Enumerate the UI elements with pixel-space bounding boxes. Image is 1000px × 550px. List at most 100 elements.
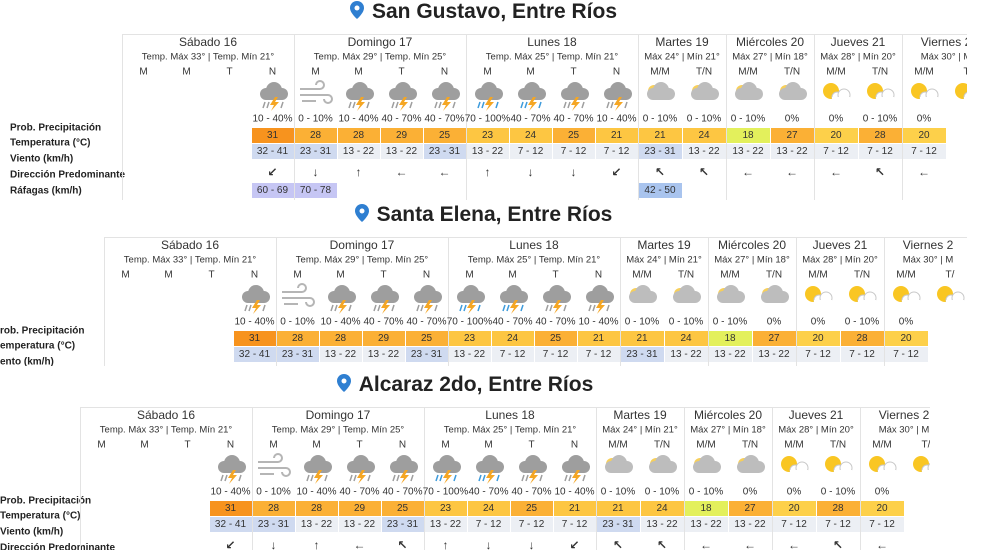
day-temps: Máx 24° | Mín 21°	[644, 51, 720, 63]
wind-cell: 13 - 22	[448, 346, 491, 362]
weather-icon	[761, 285, 789, 303]
wind-direction: ↖	[874, 165, 886, 179]
gust-cell: 60 - 69	[251, 182, 294, 198]
wind-direction: ↖	[832, 538, 844, 550]
wind-direction: ↓	[270, 538, 277, 550]
period-label: M/M	[650, 66, 670, 78]
day-name: Martes 19	[637, 238, 691, 252]
temp-cell: 25	[381, 500, 424, 516]
temp-cell: 21	[577, 330, 620, 346]
wind-cell: 23 - 31	[596, 516, 640, 532]
wind-cell: 13 - 22	[728, 516, 772, 532]
lightning	[613, 97, 623, 111]
lightning	[466, 300, 476, 314]
period-label: M/M	[826, 66, 846, 78]
wind-direction: ↙	[569, 538, 580, 550]
pin-hole	[341, 378, 347, 384]
temp-cell: 28	[816, 500, 860, 516]
lightning	[441, 97, 451, 111]
precip-prob: 40 - 70%	[382, 486, 423, 498]
day-temps: Máx 28° | Mín 20°	[802, 254, 878, 266]
wind-cell: 7 - 12	[814, 143, 858, 159]
weather-icon	[693, 455, 721, 473]
cloud	[346, 455, 375, 473]
weather-icon	[561, 455, 590, 484]
temp-cell: 29	[380, 127, 423, 143]
wind-cell: 7 - 12	[491, 346, 534, 362]
weather-icon	[737, 455, 765, 473]
rain	[519, 101, 542, 109]
precip-prob: 40 - 70%	[363, 316, 404, 328]
day-separator	[276, 237, 277, 366]
weather-icon	[805, 286, 833, 306]
wind-cell: 13 - 22	[362, 346, 405, 362]
day-separator	[902, 34, 903, 200]
wind-cell: 7 - 12	[860, 516, 904, 532]
lightning	[380, 300, 390, 314]
temp-cell: 23	[424, 500, 467, 516]
rain	[391, 474, 414, 482]
day-name: Miércoles 20	[735, 35, 805, 49]
period-label: M	[465, 269, 474, 281]
weather-icon	[456, 285, 485, 314]
weather-icon	[542, 285, 571, 314]
location-name: Alcaraz 2do, Entre Ríos	[358, 373, 594, 396]
day-temps: Máx 27° | Mín 18°	[690, 424, 766, 436]
wind-cell: 32 - 41	[233, 346, 276, 362]
pin-hole	[354, 5, 360, 11]
weather-icon	[629, 285, 657, 303]
day-name: Viernes 2	[920, 35, 967, 49]
weather-icon	[474, 82, 503, 111]
day-separator	[424, 407, 425, 550]
weather-icon	[869, 456, 897, 476]
day-separator	[252, 407, 253, 550]
lightning	[251, 300, 261, 314]
cloud	[327, 285, 356, 303]
wind-direction: ←	[395, 165, 408, 179]
day-separator	[466, 34, 467, 200]
location-title: Alcaraz 2do, Entre Ríos	[0, 373, 930, 397]
wind-cell: 23 - 31	[381, 516, 424, 532]
period-label: M	[484, 439, 493, 451]
top-border	[104, 237, 967, 238]
day-name: Jueves 21	[830, 35, 886, 49]
cloud	[717, 285, 745, 303]
cloud	[761, 285, 789, 303]
cloud	[779, 82, 807, 100]
period-label: M/M	[738, 66, 758, 78]
wind-cell: 7 - 12	[510, 516, 553, 532]
wind-direction: ←	[918, 165, 930, 179]
lightning	[595, 300, 605, 314]
gust-cell: 70 - 78	[294, 182, 337, 198]
wind-direction: ←	[742, 165, 754, 179]
day-separator	[860, 407, 861, 550]
cloud	[585, 285, 614, 303]
period-label: T	[380, 269, 387, 281]
period-label: N	[226, 439, 235, 451]
rain	[605, 101, 628, 109]
day-name: Lunes 18	[509, 238, 559, 252]
rain	[458, 304, 481, 312]
period-label: M	[508, 269, 517, 281]
rain	[347, 101, 370, 109]
period-label: M	[441, 439, 450, 451]
wind-cell: 32 - 41	[251, 143, 294, 159]
temp-cell: 25	[552, 127, 595, 143]
cloud	[518, 455, 547, 473]
cloud	[919, 88, 939, 103]
day-separator	[814, 34, 815, 200]
period-label: N	[570, 439, 579, 451]
weather-icon	[432, 455, 461, 484]
lightning	[571, 470, 581, 484]
weather-icon	[370, 285, 399, 314]
lightning	[423, 300, 433, 314]
wind-cell: 13 - 22	[726, 143, 770, 159]
temp-cell: 24	[682, 127, 726, 143]
precip-prob: 0%	[898, 316, 914, 328]
period-label: T/N	[829, 439, 847, 451]
day-temps: Temp. Máx 33° | Temp. Mín 21°	[141, 51, 275, 63]
period-label: M/M	[896, 269, 916, 281]
weather-icon	[431, 82, 460, 111]
wind-direction: ↑	[355, 165, 362, 179]
wind-cell: 13 - 22	[338, 516, 381, 532]
